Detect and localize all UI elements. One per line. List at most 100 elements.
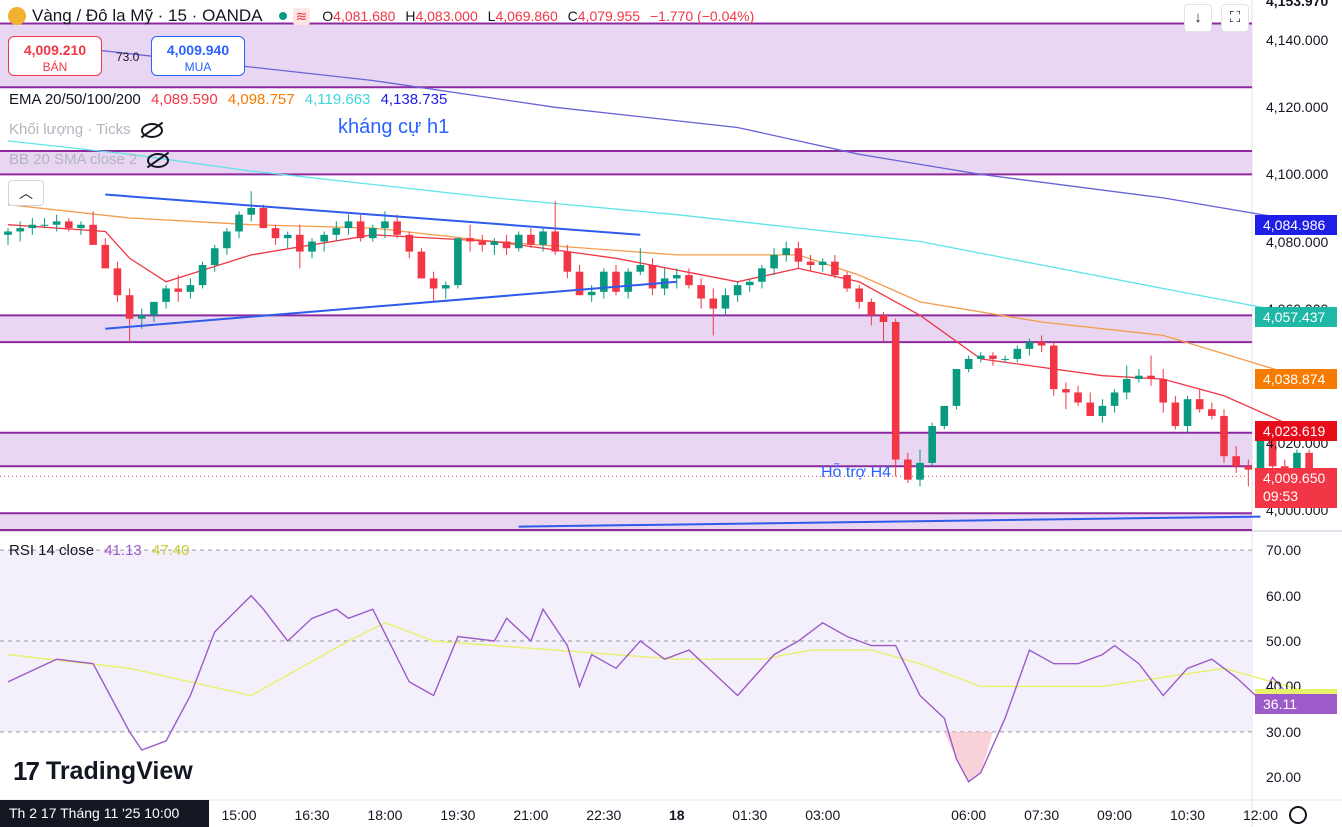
rsi-tick-label: 20.00 <box>1266 769 1302 786</box>
candle-body <box>1062 389 1070 393</box>
sell-button[interactable]: 4,009.210 BÁN <box>8 36 102 76</box>
candle-body <box>417 251 426 279</box>
candle-body <box>806 261 815 265</box>
rsi-legend[interactable]: RSI 14 close 41.13 47.40 <box>9 542 190 559</box>
tv-logo-icon: 17 <box>13 756 40 786</box>
candle-body <box>89 224 97 245</box>
volume-legend[interactable]: Khối lượng · Ticks <box>9 121 163 138</box>
candle-body <box>1171 402 1180 427</box>
candle-body <box>636 265 645 272</box>
candle-body <box>587 291 596 296</box>
candle-body <box>320 234 328 242</box>
candle-body <box>733 285 742 296</box>
candle-body <box>113 268 122 296</box>
candle-body <box>1305 452 1313 477</box>
zone-box <box>0 150 1252 175</box>
rsi-tick-label: 70.00 <box>1266 542 1302 559</box>
candle-body <box>697 285 705 299</box>
candle-body <box>855 288 863 302</box>
time-tick-label: 10:30 <box>1169 807 1206 823</box>
settings-gear-icon[interactable] <box>1289 806 1307 824</box>
rsi-tick-label: 60.00 <box>1266 587 1302 604</box>
candle-body <box>466 238 474 242</box>
candle-body <box>235 214 243 232</box>
candle-body <box>52 221 61 225</box>
download-icon[interactable]: ↓ <box>1184 4 1212 32</box>
zone-box <box>0 432 1252 467</box>
candle-body <box>770 254 778 269</box>
candle-body <box>1159 379 1167 403</box>
candle-body <box>259 207 268 229</box>
candle-body <box>977 355 985 359</box>
candle-body <box>186 285 195 292</box>
time-tick-label: 06:00 <box>951 807 987 823</box>
candle-body <box>794 248 803 262</box>
wave-icon[interactable]: ≋ <box>292 7 311 25</box>
spread-value: 73.0 <box>116 50 140 64</box>
candle-body <box>685 275 693 286</box>
price-tick-label: 4,140.000 <box>1266 32 1329 49</box>
candle-body <box>1135 375 1143 380</box>
support-annotation[interactable]: Hỗ trợ H4 <box>821 464 892 481</box>
ema-legend[interactable]: EMA 20/50/100/200 4,089.590 4,098.757 4,… <box>9 91 448 108</box>
price-tag: 4,057.437 <box>1255 307 1337 328</box>
hidden-eye-icon[interactable] <box>140 122 163 138</box>
candle-body <box>745 281 754 286</box>
candle-body <box>223 231 231 249</box>
candle-body <box>624 271 632 292</box>
candle-body <box>1256 436 1265 470</box>
collapse-legend-button[interactable]: ︿ <box>8 180 44 206</box>
price-tag: 4,023.619 <box>1255 420 1337 441</box>
candle-body <box>393 221 401 235</box>
candle-body <box>843 275 851 289</box>
zone-box <box>0 315 1252 343</box>
time-tick-label: 07:30 <box>1024 807 1060 823</box>
candle-body <box>441 285 450 289</box>
trendline <box>518 515 1261 528</box>
candle-body <box>721 295 730 309</box>
candle-body <box>283 234 292 239</box>
rsi-tick-label: 50.00 <box>1266 633 1302 650</box>
candle-body <box>271 228 280 239</box>
time-tick-label: 21:00 <box>513 807 549 823</box>
candle-body <box>502 241 511 249</box>
candle-body <box>1074 392 1082 403</box>
fullscreen-icon[interactable]: ⛶ <box>1221 4 1249 32</box>
candle-body <box>612 271 620 292</box>
candle-body <box>928 426 936 463</box>
time-tick-label: 18:00 <box>367 807 403 823</box>
buy-button[interactable]: 4,009.940 MUA <box>151 36 245 76</box>
tradingview-logo[interactable]: 17 TradingView <box>13 756 193 786</box>
market-open-icon <box>278 12 287 20</box>
time-tick-label: 09:00 <box>1097 807 1133 823</box>
candle-body <box>1195 399 1204 410</box>
candle-body <box>1098 405 1107 416</box>
candle-body <box>1037 342 1046 346</box>
hidden-eye-icon[interactable] <box>147 152 170 168</box>
trendline <box>105 193 641 236</box>
candle-body <box>879 315 888 323</box>
bb-legend[interactable]: BB 20 SMA close 2 <box>9 151 170 168</box>
crosshair-date: Th 2 17 Tháng 11 '25 10:00 <box>0 800 209 827</box>
candle-body <box>1293 452 1301 473</box>
candle-body <box>210 248 219 265</box>
price-tick-label: 4,080.000 <box>1266 233 1329 250</box>
candle-body <box>247 207 255 215</box>
candle-body <box>1049 345 1058 390</box>
symbol-title[interactable]: Vàng / Đô la Mỹ · 15 · OANDA <box>32 6 263 25</box>
candle-body <box>65 221 73 229</box>
top-price-label: 4,153.970 <box>1266 0 1329 9</box>
candle-body <box>709 298 718 309</box>
candle-body <box>1232 456 1240 467</box>
rsi-tick-label: 30.00 <box>1266 723 1302 740</box>
resistance-annotation[interactable]: kháng cự h1 <box>338 116 450 138</box>
candle-body <box>344 221 353 229</box>
rsi-oversold-fill <box>944 731 993 782</box>
candle-body <box>1183 399 1192 427</box>
price-tag: 4,038.874 <box>1255 369 1337 390</box>
candle-body <box>673 275 681 279</box>
candle-body <box>782 248 791 255</box>
time-tick-label: 22:30 <box>586 807 622 823</box>
candle-body <box>1268 436 1277 467</box>
